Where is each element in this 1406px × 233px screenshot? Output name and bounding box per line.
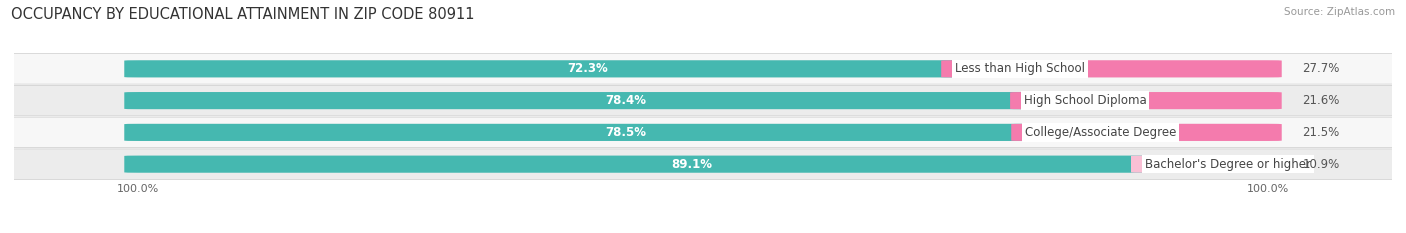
- Text: Less than High School: Less than High School: [955, 62, 1085, 75]
- FancyBboxPatch shape: [124, 124, 1039, 141]
- FancyBboxPatch shape: [1130, 156, 1282, 173]
- FancyBboxPatch shape: [124, 92, 1282, 109]
- Text: 72.3%: 72.3%: [567, 62, 607, 75]
- FancyBboxPatch shape: [1010, 92, 1282, 109]
- Text: 78.4%: 78.4%: [605, 94, 645, 107]
- Text: 27.7%: 27.7%: [1302, 62, 1340, 75]
- Text: 78.5%: 78.5%: [606, 126, 647, 139]
- Text: 21.6%: 21.6%: [1302, 94, 1340, 107]
- FancyBboxPatch shape: [124, 92, 1038, 109]
- Text: 10.9%: 10.9%: [1302, 158, 1340, 171]
- Text: 21.5%: 21.5%: [1302, 126, 1340, 139]
- Text: Bachelor's Degree or higher: Bachelor's Degree or higher: [1144, 158, 1310, 171]
- FancyBboxPatch shape: [124, 156, 1159, 173]
- Text: Source: ZipAtlas.com: Source: ZipAtlas.com: [1284, 7, 1395, 17]
- Text: 100.0%: 100.0%: [117, 184, 159, 194]
- FancyBboxPatch shape: [124, 156, 1282, 173]
- Text: High School Diploma: High School Diploma: [1024, 94, 1147, 107]
- FancyBboxPatch shape: [0, 54, 1406, 84]
- Text: 89.1%: 89.1%: [671, 158, 713, 171]
- FancyBboxPatch shape: [0, 85, 1406, 116]
- FancyBboxPatch shape: [0, 149, 1406, 179]
- Text: 100.0%: 100.0%: [1247, 184, 1289, 194]
- FancyBboxPatch shape: [124, 60, 969, 77]
- FancyBboxPatch shape: [941, 60, 1282, 77]
- FancyBboxPatch shape: [0, 117, 1406, 148]
- Text: College/Associate Degree: College/Associate Degree: [1025, 126, 1177, 139]
- FancyBboxPatch shape: [1011, 124, 1282, 141]
- FancyBboxPatch shape: [124, 60, 1282, 77]
- Text: OCCUPANCY BY EDUCATIONAL ATTAINMENT IN ZIP CODE 80911: OCCUPANCY BY EDUCATIONAL ATTAINMENT IN Z…: [11, 7, 475, 22]
- FancyBboxPatch shape: [124, 124, 1282, 141]
